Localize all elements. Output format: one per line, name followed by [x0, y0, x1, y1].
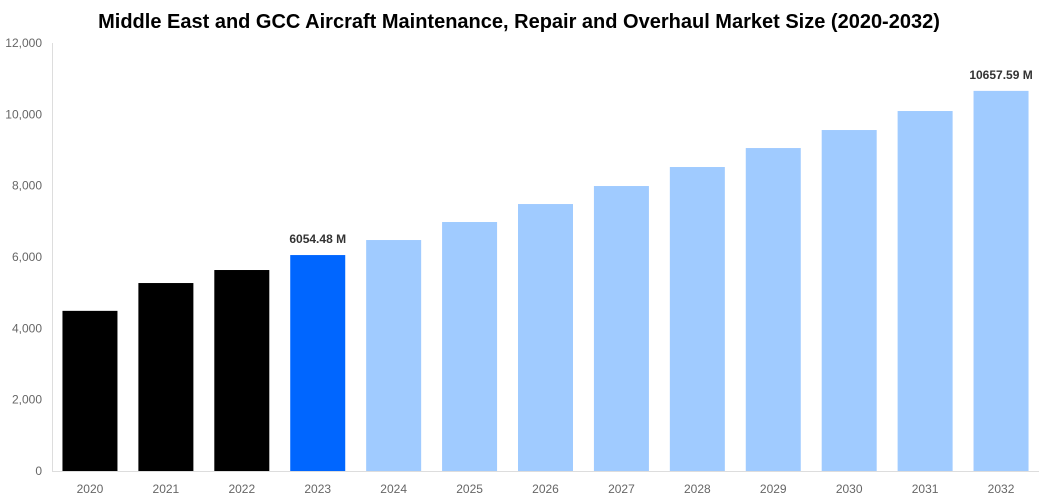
x-tick-label: 2032: [988, 482, 1015, 496]
bar-2027: [593, 186, 649, 472]
bar-2030: [821, 130, 877, 471]
bar-2028: [669, 167, 725, 471]
data-label: 10657.59 M: [969, 68, 1032, 82]
bar-2023: [290, 255, 346, 471]
bar-2022: [214, 270, 270, 471]
x-tick-label: 2028: [684, 482, 711, 496]
x-tick-label: 2029: [760, 482, 787, 496]
bar-2031: [897, 111, 953, 472]
bar-2020: [62, 310, 118, 471]
bar-2029: [745, 148, 801, 471]
bar-2025: [442, 222, 498, 471]
x-tick-label: 2031: [912, 482, 939, 496]
y-tick-label: 6,000: [12, 250, 42, 264]
y-tick-label: 12,000: [5, 36, 42, 50]
x-tick-label: 2020: [77, 482, 104, 496]
y-tick-label: 4,000: [12, 321, 42, 335]
x-tick-label: 2025: [456, 482, 483, 496]
x-tick-label: 2030: [836, 482, 863, 496]
y-tick-label: 2,000: [12, 393, 42, 407]
y-tick-label: 0: [35, 464, 42, 478]
chart-title: Middle East and GCC Aircraft Maintenance…: [98, 11, 940, 33]
bar-2032: [973, 90, 1029, 472]
x-tick-label: 2021: [153, 482, 180, 496]
y-tick-label: 10,000: [5, 107, 42, 121]
bar-2021: [138, 283, 194, 471]
y-tick-label: 8,000: [12, 179, 42, 193]
x-tick-label: 2026: [532, 482, 559, 496]
x-tick-label: 2022: [228, 482, 255, 496]
x-tick-label: 2027: [608, 482, 635, 496]
x-tick-label: 2024: [380, 482, 407, 496]
bar-2024: [366, 240, 422, 471]
data-label: 6054.48 M: [289, 232, 346, 246]
x-tick-label: 2023: [304, 482, 331, 496]
bar-2026: [518, 204, 573, 471]
